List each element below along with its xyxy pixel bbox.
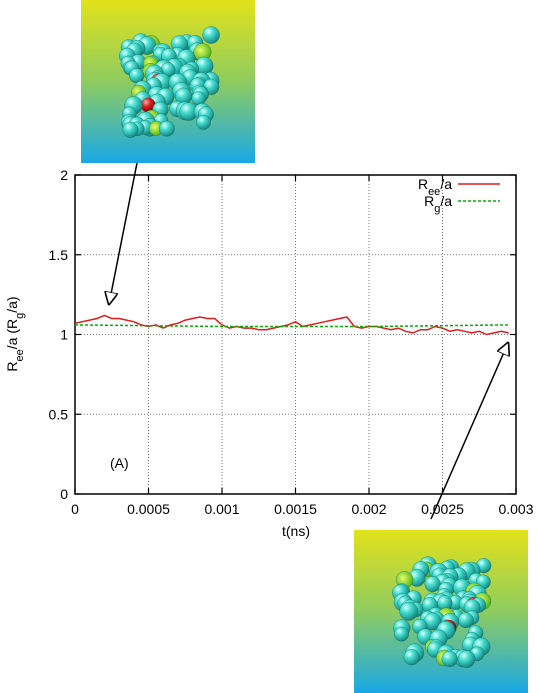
legend-entry-rg: Rg/a [424, 193, 452, 215]
x-tick-label: 0.0005 [127, 501, 170, 517]
y-axis-label: Ree/a (Rg/a) [4, 296, 26, 371]
y-tick-label: 0.5 [49, 406, 69, 422]
x-tick-label: 0.003 [498, 501, 533, 517]
legend: Ree/a Rg/a [418, 176, 500, 215]
bead [399, 601, 419, 621]
bead [159, 120, 175, 137]
bead [458, 612, 474, 629]
polymer-cluster-top [119, 26, 220, 138]
x-axis-label: t(ns) [282, 523, 310, 539]
series-lines [74, 314, 509, 336]
bead [424, 576, 441, 593]
bead [196, 114, 211, 130]
panel-label: (A) [110, 455, 129, 471]
y-tick-label: 1 [60, 327, 68, 343]
y-axis-ticks: 0 0.5 1 1.5 2 [49, 167, 516, 502]
legend-entry-ree: Ree/a [418, 176, 452, 198]
x-tick-label: 0.0015 [274, 501, 317, 517]
inset-image-top [81, 0, 255, 163]
arrow-bottom [430, 343, 508, 520]
bead [122, 121, 139, 138]
x-tick-label: 0 [71, 501, 79, 517]
y-tick-label: 1.5 [49, 247, 69, 263]
bead [403, 649, 420, 666]
bead [202, 26, 220, 44]
inset-image-bottom [354, 530, 528, 693]
grid-lines [75, 175, 516, 494]
x-tick-label: 0.0025 [421, 501, 464, 517]
x-tick-label: 0.001 [204, 501, 239, 517]
x-axis-ticks: 0 0.0005 0.001 0.0015 0.002 0.0025 0.003 [71, 175, 534, 517]
plot-area: 00.511.52 0 0.0005 0.001 0.0015 0.002 0.0025 0… [49, 167, 534, 517]
x-tick-label: 0.002 [351, 501, 386, 517]
polymer-cluster-bottom [392, 556, 492, 668]
bead [394, 626, 409, 642]
arrow-top [109, 162, 138, 304]
series-ree-line [74, 314, 509, 336]
y-tick-label: 2 [60, 167, 68, 183]
bead [457, 650, 476, 668]
y-tick-label: 0 [60, 486, 68, 502]
series-rg-line [74, 324, 509, 328]
bead [441, 650, 458, 667]
